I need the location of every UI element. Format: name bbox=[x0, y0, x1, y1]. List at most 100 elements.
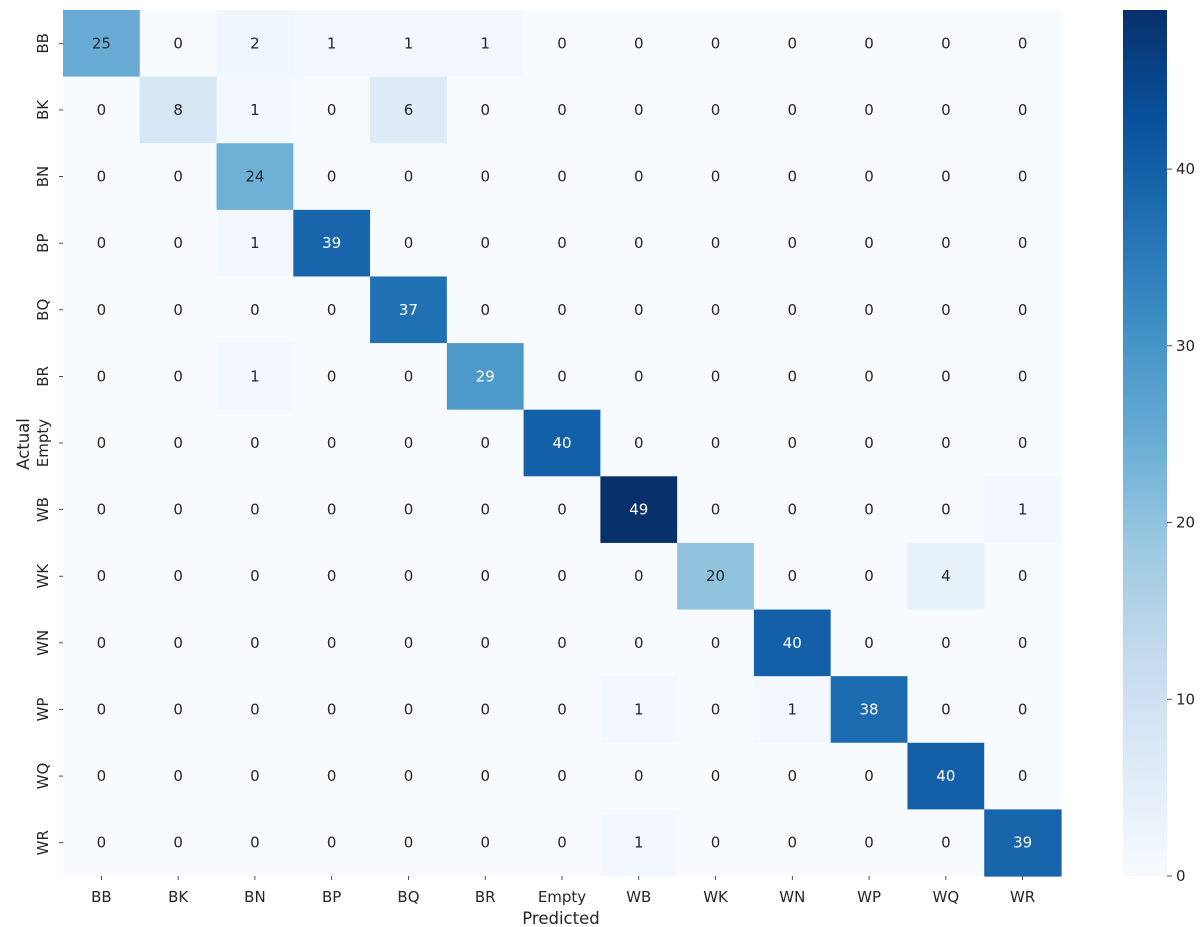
cell-value-label: 1 bbox=[404, 34, 414, 52]
heatmap-cell bbox=[984, 276, 1062, 344]
cell-value-label: 40 bbox=[783, 634, 802, 652]
heatmap-cell bbox=[677, 476, 755, 544]
cell-value-label: 0 bbox=[97, 767, 107, 785]
heatmap-cell bbox=[907, 143, 985, 211]
cell-value-label: 8 bbox=[173, 101, 183, 119]
heatmap-cell bbox=[63, 409, 141, 477]
y-tick-label: WB bbox=[34, 497, 52, 522]
heatmap-cell bbox=[293, 542, 371, 611]
cell-value-label: 1 bbox=[634, 834, 644, 852]
heatmap-cell bbox=[293, 343, 371, 411]
cell-value-label: 1 bbox=[327, 34, 337, 52]
heatmap-cell bbox=[139, 76, 218, 144]
heatmap-cell bbox=[293, 143, 371, 211]
cell-value-label: 0 bbox=[327, 301, 337, 319]
cell-value-label: 0 bbox=[634, 634, 644, 652]
heatmap-cell bbox=[139, 609, 218, 677]
cell-value-label: 0 bbox=[173, 168, 183, 186]
heatmap-cell bbox=[216, 409, 294, 477]
heatmap-cell bbox=[830, 476, 909, 544]
colorbar-tick-label: 40 bbox=[1176, 160, 1195, 178]
heatmap-cell bbox=[446, 76, 525, 144]
cell-value-label: 0 bbox=[173, 767, 183, 785]
cell-value-label: 0 bbox=[788, 434, 798, 452]
heatmap-cell bbox=[830, 609, 909, 677]
cell-value-label: 0 bbox=[557, 34, 567, 52]
heatmap-cell bbox=[523, 542, 601, 611]
cell-value-label: 0 bbox=[1018, 301, 1028, 319]
heatmap-cell bbox=[63, 209, 141, 278]
heatmap-cell bbox=[984, 143, 1062, 211]
heatmap-cell bbox=[753, 76, 832, 144]
heatmap-cell bbox=[293, 10, 371, 78]
heatmap-cell bbox=[139, 209, 218, 278]
cell-value-label: 0 bbox=[250, 567, 260, 585]
cell-value-label: 1 bbox=[634, 700, 644, 718]
heatmap-cell bbox=[984, 542, 1062, 611]
heatmap-cell bbox=[677, 609, 755, 677]
heatmap-cell bbox=[907, 609, 985, 677]
cell-value-label: 0 bbox=[327, 834, 337, 852]
heatmap-cell bbox=[139, 143, 218, 211]
heatmap-cell bbox=[139, 409, 218, 477]
x-tick-label: BR bbox=[475, 888, 496, 906]
heatmap-cell bbox=[63, 609, 141, 677]
heatmap-cell bbox=[753, 209, 832, 278]
heatmap-cell bbox=[293, 409, 371, 477]
y-tick-label: WP bbox=[34, 698, 52, 722]
y-tick-label: BR bbox=[34, 366, 52, 387]
cell-value-label: 0 bbox=[327, 501, 337, 519]
heatmap-cell-labels: 25 0 2 1 1 1 0 0 0 0 0 0 0 0 8 1 0 6 0 0 0 0 0 0 0 0 0 0 24 0 0 0 0 0 0 0 0 0… bbox=[92, 34, 1032, 851]
x-tick-label: BK bbox=[168, 888, 189, 906]
heatmap-cell bbox=[753, 343, 832, 411]
cell-value-label: 0 bbox=[327, 101, 337, 119]
heatmap-cell bbox=[600, 143, 678, 211]
x-tick-label: BB bbox=[91, 888, 112, 906]
cell-value-label: 0 bbox=[711, 101, 721, 119]
heatmap-cell bbox=[600, 742, 678, 810]
cell-value-label: 0 bbox=[941, 434, 951, 452]
heatmap-cell bbox=[139, 343, 218, 411]
cell-value-label: 0 bbox=[634, 234, 644, 252]
cell-value-label: 6 bbox=[404, 101, 414, 119]
heatmap-cell bbox=[907, 409, 985, 477]
heatmap-cell bbox=[370, 276, 448, 344]
heatmap-cell bbox=[293, 609, 371, 677]
cell-value-label: 0 bbox=[788, 168, 798, 186]
cell-value-label: 0 bbox=[250, 434, 260, 452]
cell-value-label: 0 bbox=[788, 367, 798, 385]
cell-value-label: 1 bbox=[250, 367, 260, 385]
y-tick-label: BN bbox=[34, 166, 52, 188]
heatmap-cell bbox=[370, 809, 448, 877]
cell-value-label: 0 bbox=[1018, 34, 1028, 52]
heatmap-cell bbox=[293, 276, 371, 344]
heatmap-cell bbox=[446, 542, 525, 611]
heatmap-cell bbox=[907, 276, 985, 344]
cell-value-label: 0 bbox=[404, 700, 414, 718]
cell-value-label: 0 bbox=[941, 34, 951, 52]
cell-value-label: 0 bbox=[941, 501, 951, 519]
heatmap-cell bbox=[293, 676, 371, 744]
heatmap-cell bbox=[63, 343, 141, 411]
y-tick-label: Empty bbox=[34, 419, 52, 467]
cell-value-label: 0 bbox=[173, 567, 183, 585]
cell-value-label: 0 bbox=[97, 168, 107, 186]
cell-value-label: 0 bbox=[557, 501, 567, 519]
heatmap-cell bbox=[907, 809, 985, 877]
heatmap-cell bbox=[984, 809, 1062, 877]
colorbar-tick-label: 30 bbox=[1176, 337, 1195, 355]
cell-value-label: 0 bbox=[97, 367, 107, 385]
cell-value-label: 1 bbox=[250, 101, 260, 119]
cell-value-label: 0 bbox=[634, 367, 644, 385]
heatmap-cell bbox=[677, 676, 755, 744]
heatmap-cell bbox=[677, 276, 755, 344]
heatmap-cell bbox=[523, 343, 601, 411]
heatmap-cell bbox=[753, 542, 832, 611]
cell-value-label: 0 bbox=[480, 767, 490, 785]
cell-value-label: 0 bbox=[1018, 367, 1028, 385]
y-axis-ticks: BB BK BN BP BQ BR Empty WB WK WN WP WQ WR bbox=[34, 33, 63, 855]
cell-value-label: 0 bbox=[404, 767, 414, 785]
heatmap-cell bbox=[446, 676, 525, 744]
y-tick-label: BB bbox=[34, 33, 52, 54]
